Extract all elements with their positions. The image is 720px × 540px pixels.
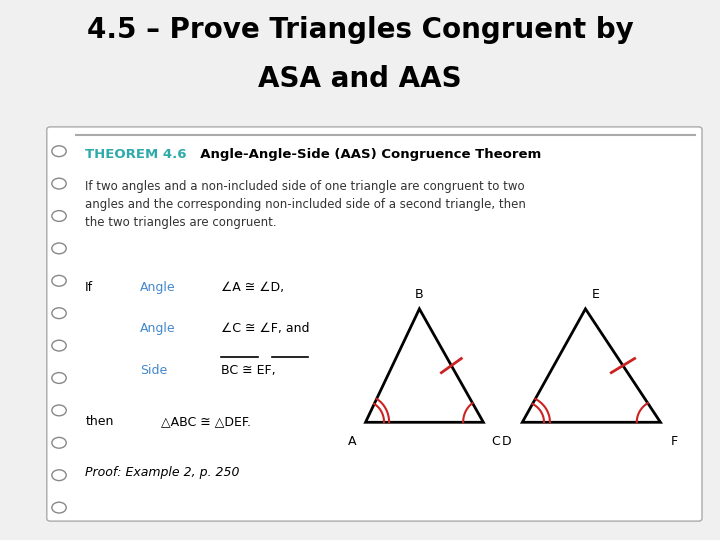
Text: 4.5 – Prove Triangles Congruent by: 4.5 – Prove Triangles Congruent by: [86, 16, 634, 44]
Text: ASA and AAS: ASA and AAS: [258, 65, 462, 93]
FancyBboxPatch shape: [47, 127, 702, 521]
